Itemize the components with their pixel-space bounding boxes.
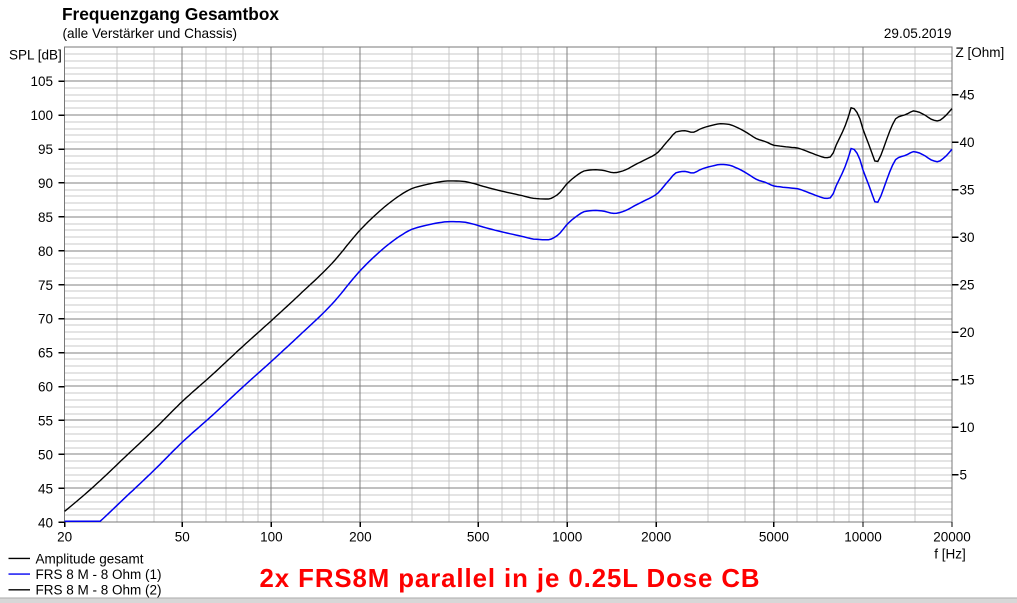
svg-text:20: 20 (960, 325, 975, 340)
svg-text:85: 85 (38, 210, 53, 225)
svg-text:60: 60 (38, 380, 53, 395)
svg-text:40: 40 (960, 135, 975, 150)
svg-text:55: 55 (38, 414, 53, 429)
svg-text:200: 200 (349, 530, 372, 545)
svg-text:30: 30 (960, 230, 975, 245)
svg-text:10000: 10000 (844, 530, 882, 545)
svg-text:95: 95 (38, 142, 53, 157)
svg-text:50: 50 (38, 447, 53, 462)
svg-text:25: 25 (960, 277, 975, 292)
svg-text:1000: 1000 (552, 530, 582, 545)
svg-text:2x FRS8M parallel in je 0.25L: 2x FRS8M parallel in je 0.25L Dose CB (260, 565, 761, 593)
svg-text:2000: 2000 (641, 530, 671, 545)
svg-text:100: 100 (30, 108, 53, 123)
svg-text:20: 20 (57, 530, 72, 545)
svg-text:FRS 8 M - 8 Ohm (2): FRS 8 M - 8 Ohm (2) (36, 583, 162, 598)
svg-text:10: 10 (960, 420, 975, 435)
svg-text:Frequenzgang Gesamtbox: Frequenzgang Gesamtbox (62, 4, 279, 24)
svg-text:50: 50 (175, 530, 190, 545)
svg-text:75: 75 (38, 278, 53, 293)
svg-text:5: 5 (960, 467, 968, 482)
svg-text:45: 45 (38, 481, 53, 496)
svg-text:70: 70 (38, 312, 53, 327)
svg-text:20000: 20000 (933, 530, 971, 545)
svg-text:65: 65 (38, 346, 53, 361)
svg-text:SPL [dB]: SPL [dB] (9, 48, 62, 63)
svg-text:5000: 5000 (759, 530, 789, 545)
svg-text:15: 15 (960, 372, 975, 387)
svg-text:FRS 8 M - 8 Ohm (1): FRS 8 M - 8 Ohm (1) (36, 567, 162, 582)
svg-text:f [Hz]: f [Hz] (934, 547, 966, 562)
svg-text:105: 105 (30, 74, 53, 89)
svg-text:500: 500 (467, 530, 490, 545)
svg-text:Z [Ohm]: Z [Ohm] (956, 45, 1005, 60)
svg-text:40: 40 (38, 515, 53, 530)
svg-text:35: 35 (960, 182, 975, 197)
svg-text:29.05.2019: 29.05.2019 (884, 26, 952, 41)
svg-text:100: 100 (260, 530, 283, 545)
svg-text:45: 45 (960, 87, 975, 102)
svg-text:80: 80 (38, 244, 53, 259)
svg-text:(alle Verstärker und Chassis): (alle Verstärker und Chassis) (63, 26, 238, 41)
svg-text:90: 90 (38, 176, 53, 191)
svg-text:Amplitude gesamt: Amplitude gesamt (36, 551, 144, 566)
